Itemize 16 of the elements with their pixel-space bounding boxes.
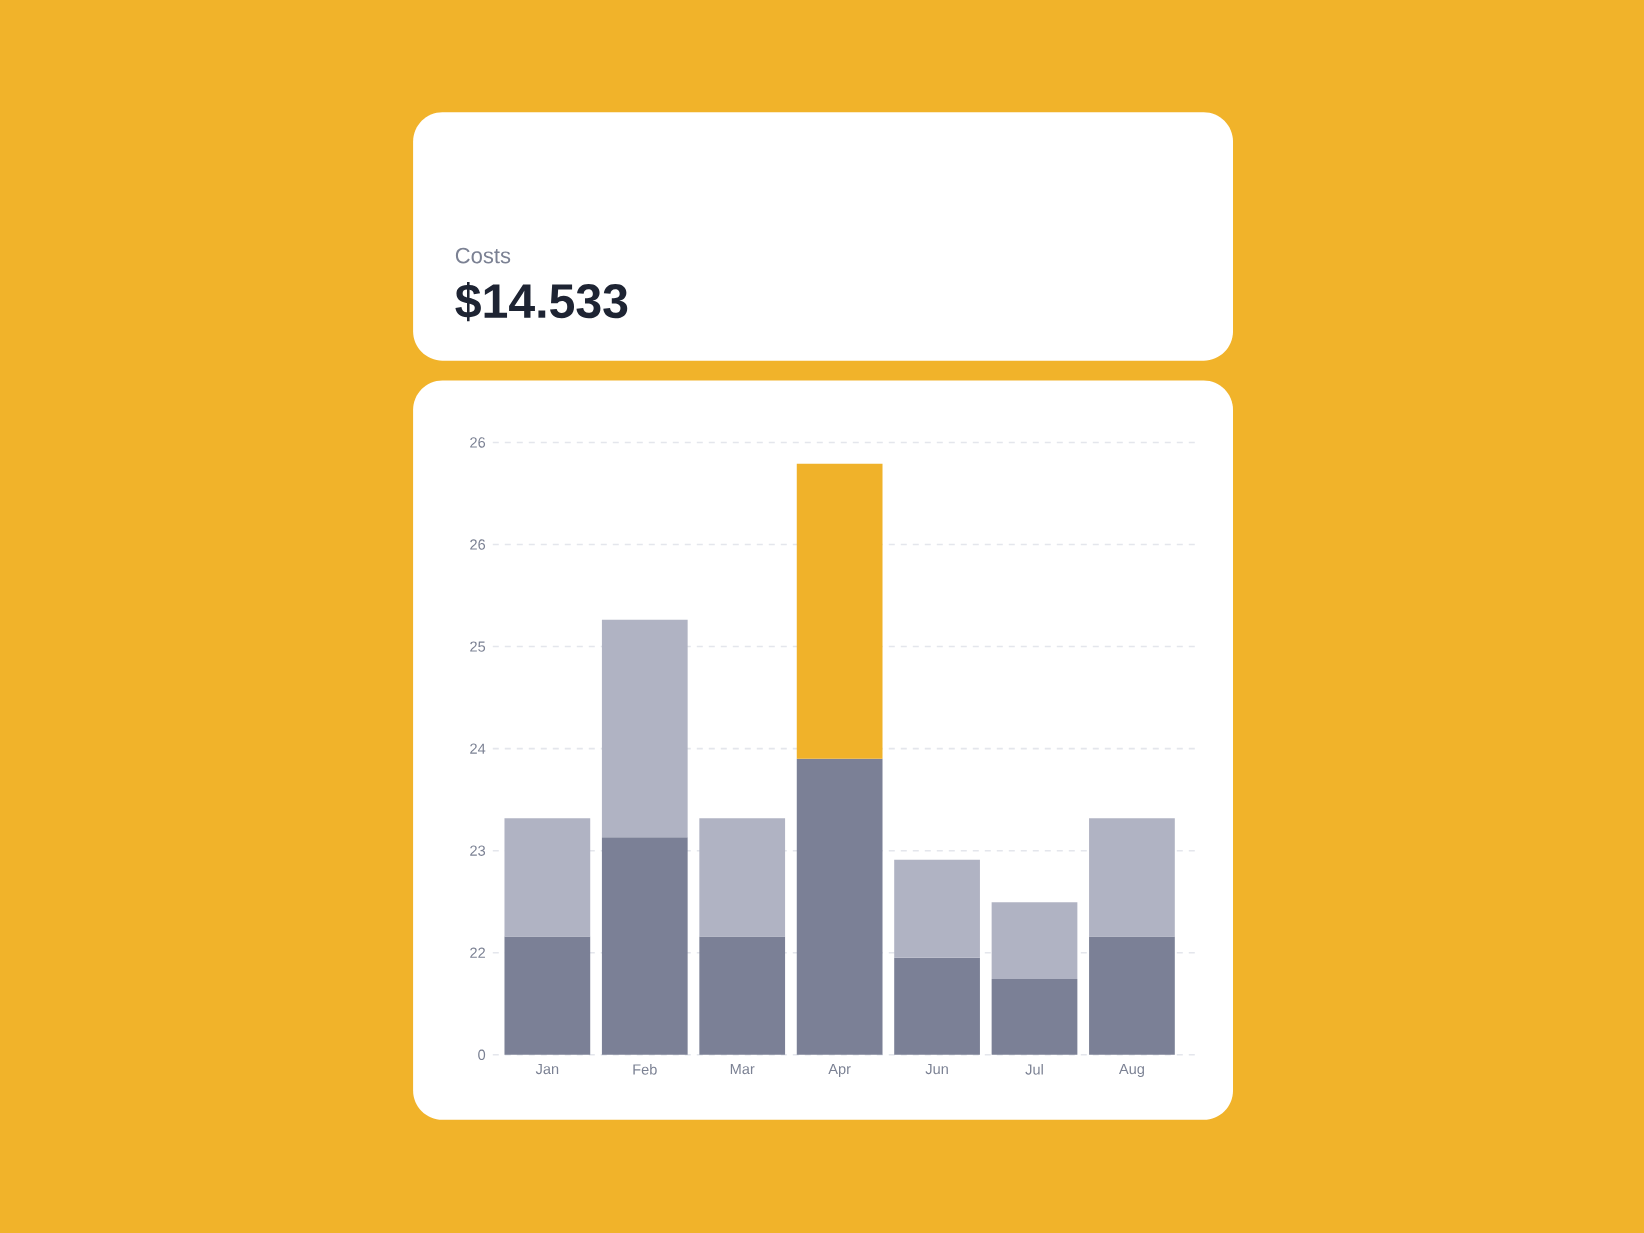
text: 26 bbox=[470, 437, 486, 448]
text: 22 bbox=[470, 947, 485, 958]
text: 25 bbox=[470, 641, 486, 652]
x-tick-label: Apr bbox=[828, 1063, 851, 1077]
x-tick-label: Aug bbox=[1118, 1063, 1144, 1077]
x-tick-label: Feb bbox=[633, 1063, 657, 1075]
chart-title: Costs bbox=[455, 247, 511, 264]
x-tick-label: Jun bbox=[925, 1063, 948, 1075]
text: 24 bbox=[470, 743, 486, 754]
x-tick-label: Mar bbox=[730, 1063, 755, 1075]
text: 0 bbox=[478, 1049, 486, 1060]
text: 26 bbox=[470, 539, 486, 550]
text: 23 bbox=[470, 845, 486, 856]
x-tick-label: Jan bbox=[535, 1063, 559, 1075]
x-tick-label: Jul bbox=[1025, 1063, 1043, 1075]
chart-subtitle: $14.533 bbox=[455, 281, 628, 322]
